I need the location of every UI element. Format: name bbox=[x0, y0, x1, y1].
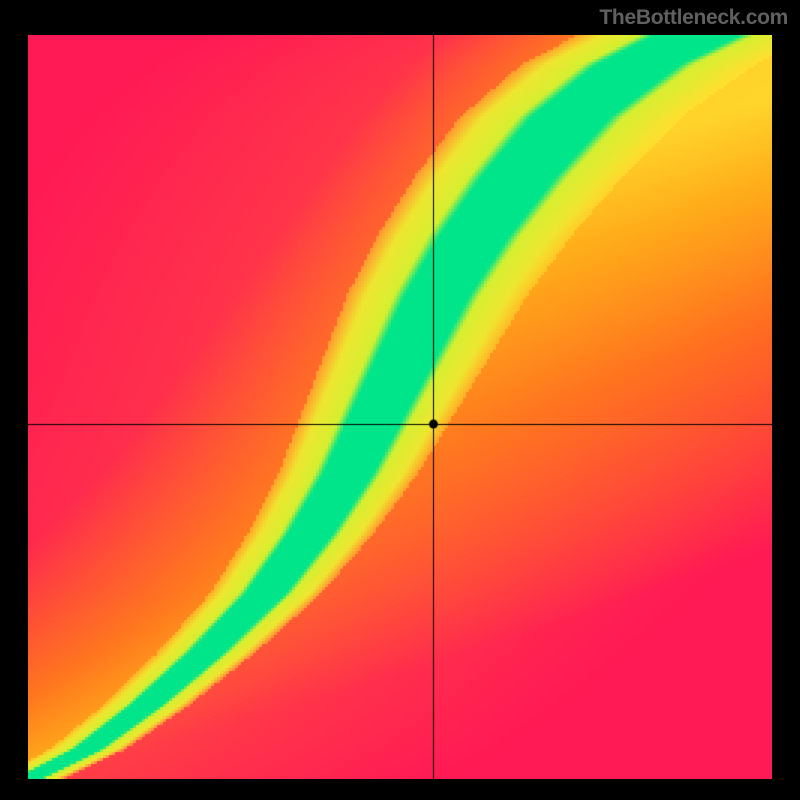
heatmap-canvas bbox=[28, 35, 772, 779]
watermark-text: TheBottleneck.com bbox=[599, 6, 788, 30]
chart-container: TheBottleneck.com bbox=[0, 0, 800, 800]
heatmap-plot bbox=[28, 35, 772, 779]
